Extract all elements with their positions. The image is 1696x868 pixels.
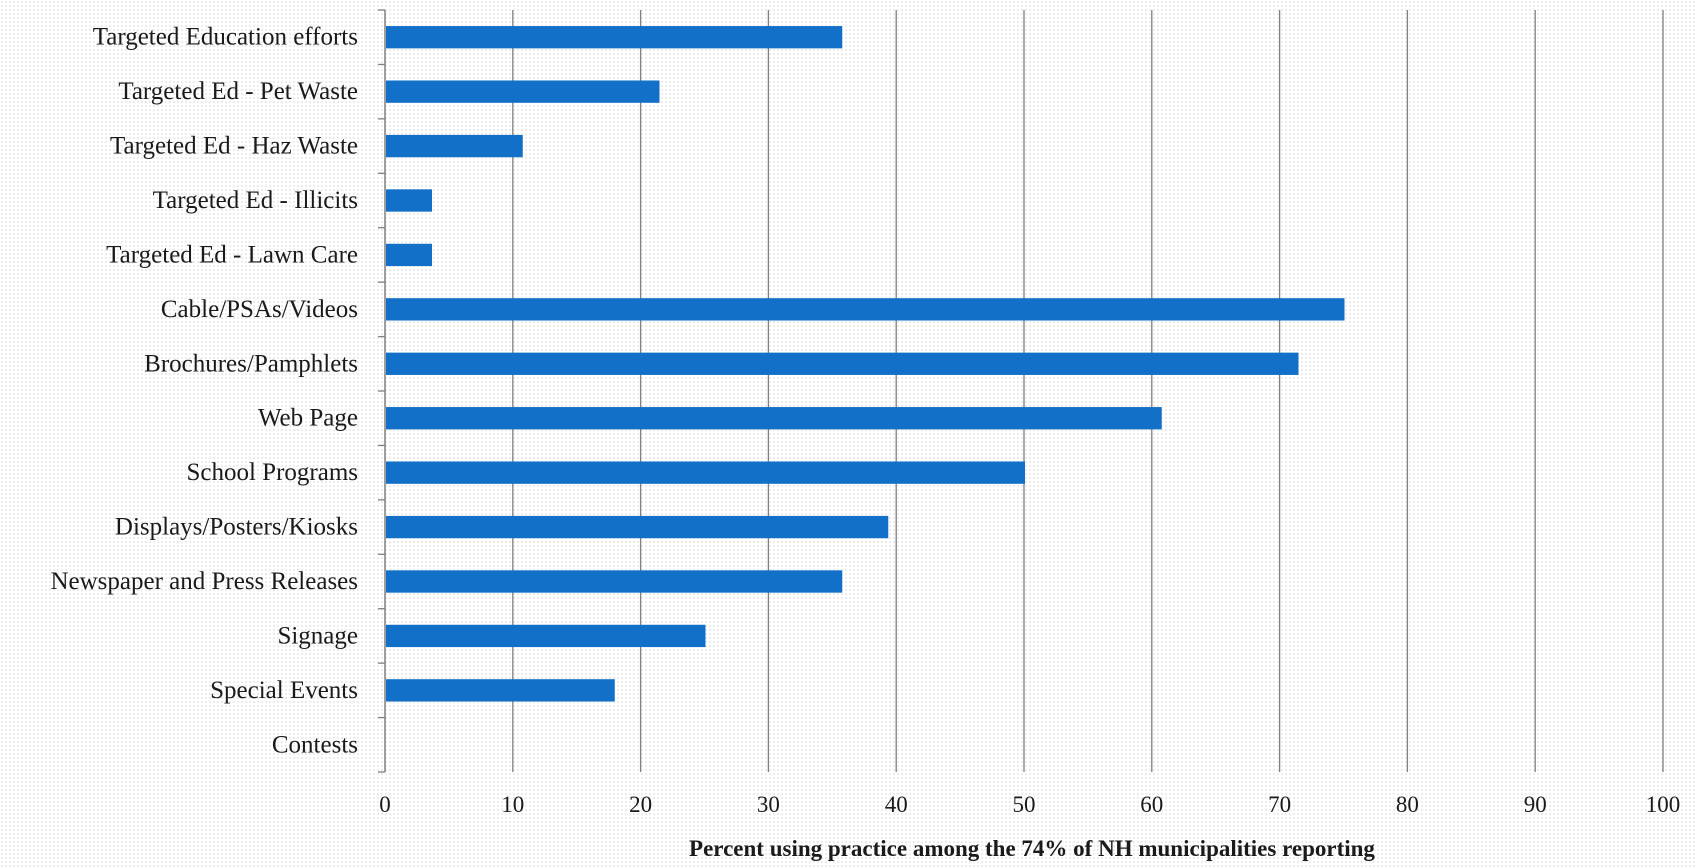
bar [386, 189, 433, 212]
x-tick-label: 80 [1396, 792, 1419, 817]
category-label: Displays/Posters/Kiosks [115, 514, 358, 541]
bar [386, 26, 843, 49]
category-labels: Targeted Education efforts Targeted Ed - … [50, 24, 358, 759]
category-label: Targeted Ed - Lawn Care [106, 241, 358, 268]
bar [386, 515, 889, 539]
bar [386, 134, 523, 158]
x-tick-label: 60 [1140, 792, 1163, 817]
category-label: Brochures/Pamphlets [144, 350, 358, 377]
category-label: Cable/PSAs/Videos [161, 296, 358, 323]
x-tick-label: 30 [757, 792, 780, 817]
x-tick-labels: 0 10 20 30 40 50 60 70 80 90 100 [379, 792, 1680, 817]
x-tick-label: 100 [1646, 792, 1681, 817]
bar [386, 243, 433, 267]
x-tick-label: 20 [629, 792, 652, 817]
category-label: School Programs [186, 459, 358, 486]
category-label: Signage [277, 622, 358, 649]
category-label: Targeted Ed - Illicits [153, 187, 358, 214]
x-tick-label: 40 [885, 792, 908, 817]
category-label: Targeted Education efforts [93, 24, 358, 51]
category-label: Web Page [258, 405, 358, 432]
bar [386, 461, 1025, 484]
x-tick-label: 50 [1013, 792, 1036, 817]
bar [386, 298, 1345, 321]
category-label: Contests [272, 731, 358, 758]
bar [386, 407, 1162, 430]
x-axis-title: Percent using practice among the 74% of … [689, 836, 1375, 861]
bar [386, 679, 615, 702]
bar [386, 352, 1299, 375]
bar [386, 624, 706, 648]
x-tick-label: 70 [1268, 792, 1291, 817]
category-label: Targeted Ed - Haz Waste [110, 133, 358, 160]
bar [386, 80, 660, 103]
x-tick-label: 10 [501, 792, 524, 817]
category-label: Special Events [210, 677, 358, 704]
bar [386, 570, 843, 593]
category-label: Newspaper and Press Releases [50, 568, 358, 595]
bars [386, 26, 1345, 702]
x-tick-label: 0 [379, 792, 391, 817]
category-label: Targeted Ed - Pet Waste [118, 78, 358, 105]
x-tick-label: 90 [1524, 792, 1547, 817]
gridlines [378, 9, 1664, 773]
